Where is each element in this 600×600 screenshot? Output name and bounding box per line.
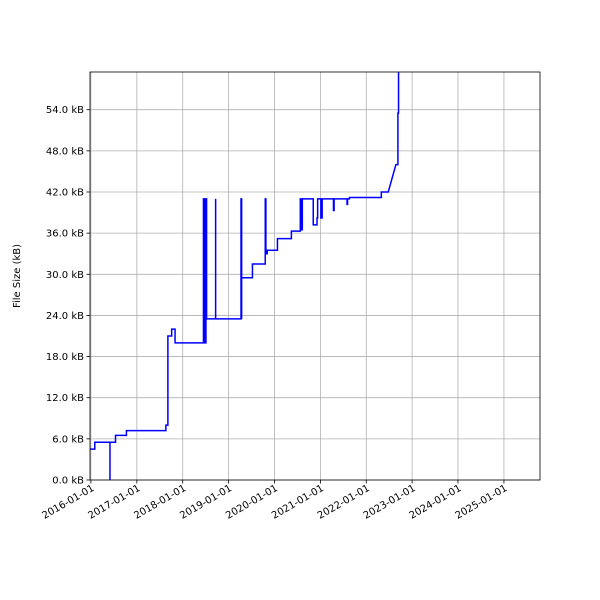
y-axis-title: File Size (kB) xyxy=(12,244,23,308)
y-tick-label: 0.0 kB xyxy=(52,476,84,487)
y-tick-label: 48.0 kB xyxy=(46,146,84,157)
y-tick-label: 24.0 kB xyxy=(46,311,84,322)
series-line-0 xyxy=(90,72,401,480)
y-tick-label: 12.0 kB xyxy=(46,393,84,404)
y-tick-label: 18.0 kB xyxy=(46,352,84,363)
y-tick-label: 42.0 kB xyxy=(46,188,84,199)
y-axis: 0.0 kB 6.0 kB 12.0 kB 18.0 kB 24.0 kB 30.0 kB… xyxy=(46,105,90,487)
y-tick-label: 36.0 kB xyxy=(46,229,84,240)
series-layer xyxy=(90,72,401,480)
plot-frame xyxy=(89,71,541,481)
y-tick-label: 54.0 kB xyxy=(46,105,84,116)
y-tick-label: 6.0 kB xyxy=(52,434,84,445)
plot-area xyxy=(90,72,540,480)
y-tick-label: 30.0 kB xyxy=(46,270,84,281)
